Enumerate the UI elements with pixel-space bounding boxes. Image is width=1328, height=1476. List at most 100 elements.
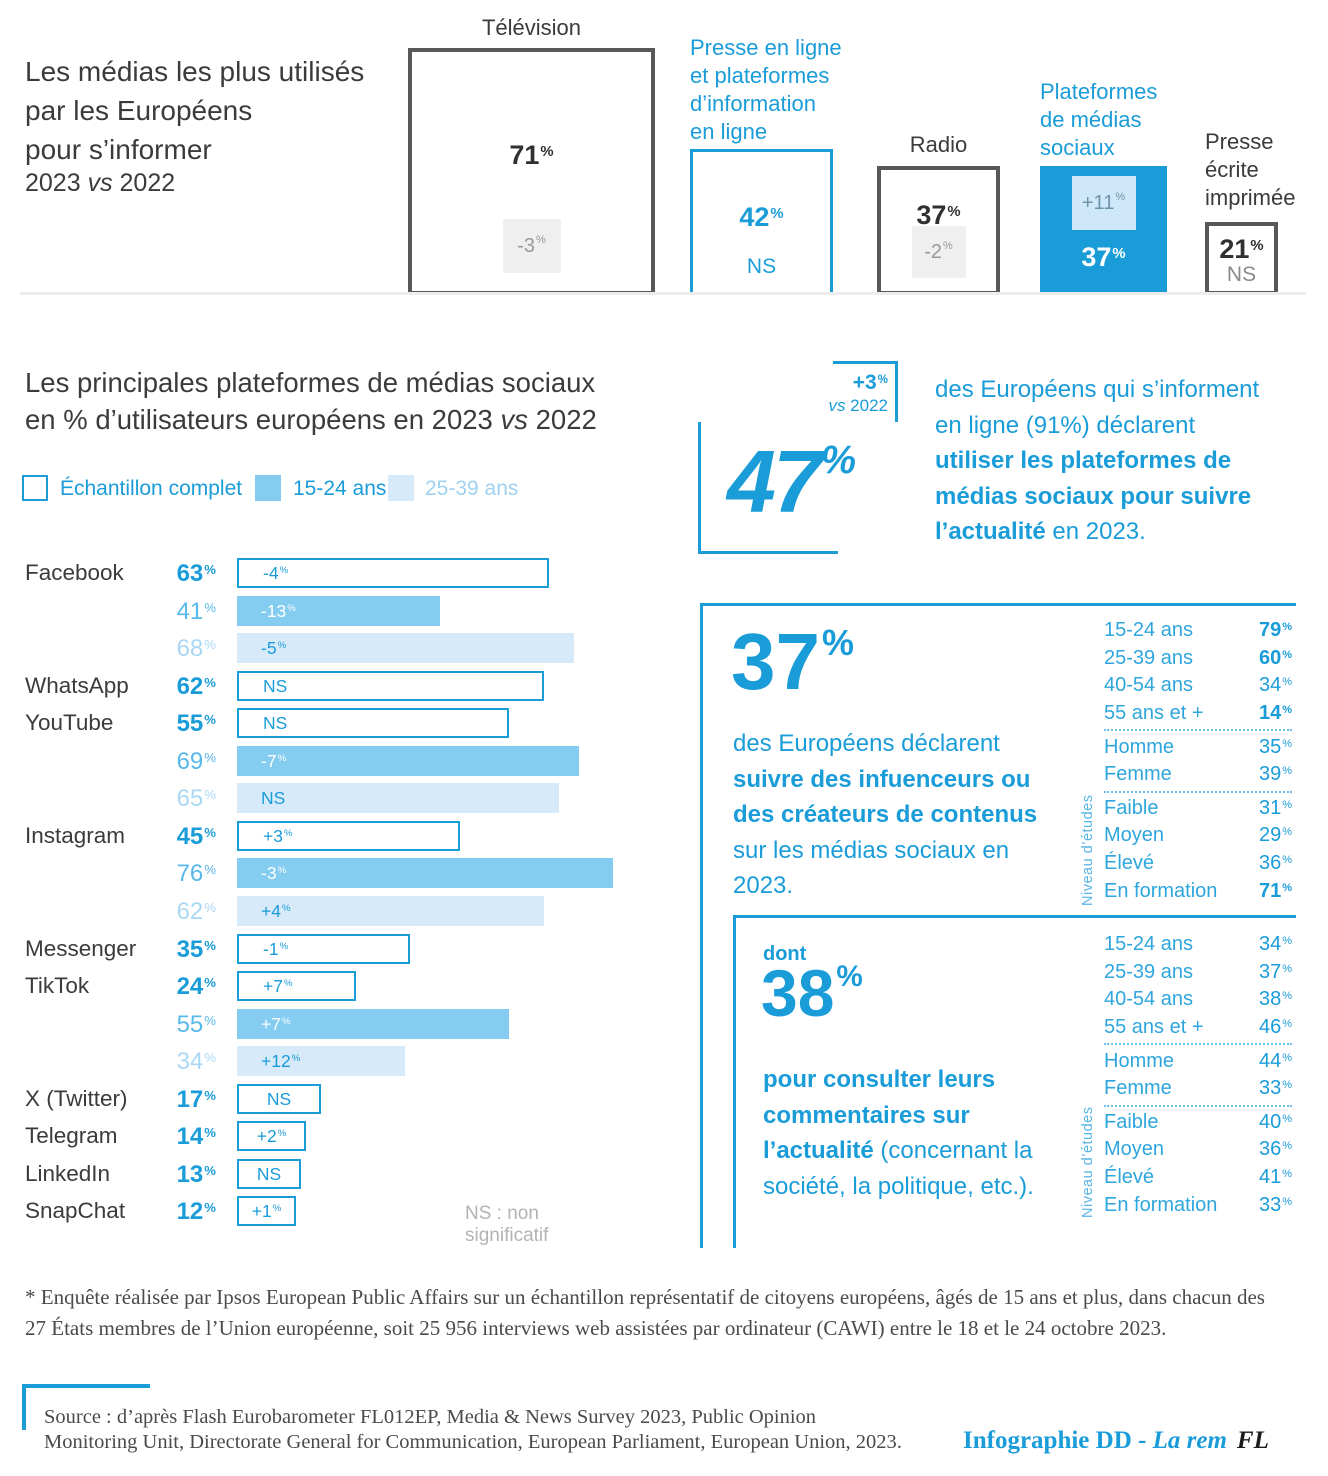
stat-label: 25-39 ans (1104, 960, 1193, 983)
stat-value: 41% (1258, 1166, 1292, 1189)
stat-row: Moyen 29% (1104, 822, 1292, 850)
text-line: 2023. (733, 872, 794, 899)
stat-47-text: des Européens qui s’informent en ligne (9… (935, 372, 1328, 550)
media-bar-radio: 37% -2% (877, 166, 1000, 295)
media-label-line: Presse (1205, 129, 1274, 154)
stat-row: Homme 44% (1104, 1047, 1292, 1075)
legend-label-25-39: 25-39 ans (425, 477, 519, 500)
main-subtitle: 2023 vs 2022 (25, 169, 176, 197)
platform-bar: NS (237, 783, 559, 813)
stat-row: Élevé 41% (1104, 1164, 1292, 1192)
bar-delta: -3% (261, 862, 287, 883)
stat-label: 40-54 ans (1104, 988, 1193, 1011)
platform-label: WhatsApp (25, 673, 129, 698)
main-title-line: pour s’informer (25, 134, 212, 165)
stat-label: Moyen (1104, 824, 1165, 847)
stat-38-prefix: dont (763, 943, 807, 965)
stat-value: 36% (1258, 1138, 1292, 1161)
text-line: l’actualité en 2023. (935, 518, 1146, 545)
platform-bar: -1% (237, 934, 410, 964)
stat-row: En formation 33% (1104, 1191, 1292, 1219)
stat-row: Femme 33% (1104, 1075, 1292, 1103)
media-delta-box: -3% (502, 219, 561, 273)
stat-row: 55 ans et + 14% (1104, 700, 1292, 728)
media-label-line: d’information (690, 91, 816, 116)
stat-label: Moyen (1104, 1138, 1165, 1161)
stats-table-comments: 15-24 ans 34% 25-39 ans 37% 40-54 ans 38% 55 a… (1104, 931, 1292, 1219)
stat-label: Faible (1104, 1110, 1159, 1133)
stat-label: En formation (1104, 879, 1218, 902)
media-label-line: Radio (909, 132, 968, 157)
platform-value: 55% (176, 1011, 216, 1038)
delta-47-caption: vs 2022 (828, 396, 888, 415)
legend-label-full-sample: Échantillon complet (60, 477, 243, 500)
media-label-line: Plateformes (1040, 79, 1158, 104)
platform-label: YouTube (25, 710, 114, 735)
bracket-47-horizontal (698, 551, 838, 554)
stat-38-value: 38% (761, 956, 863, 1030)
stat-label: Faible (1104, 796, 1159, 819)
stat-row: Homme 35% (1104, 733, 1292, 761)
platform-chart-title-line: en % d’utilisateurs européens en 2023 vs… (25, 404, 597, 435)
stat-value: 60% (1258, 646, 1292, 669)
legend-swatch-full-sample (22, 475, 48, 501)
survey-footnote-line: * Enquête réalisée par Ipsos European Pu… (25, 1285, 1265, 1309)
bar-delta: NS (263, 712, 288, 733)
text-line: sur les médias sociaux en (733, 836, 1010, 864)
platform-bar: +3% (237, 821, 460, 851)
media-label-line: sociaux (1040, 135, 1115, 160)
media-label-line: imprimée (1205, 185, 1296, 210)
platform-value: 69% (176, 748, 216, 775)
stat-37-text: des Européens déclarent suivre des infuen… (733, 726, 1073, 904)
stat-value: 71% (1258, 879, 1292, 902)
media-label-online: Presse en ligne et plateformes d’informati… (690, 34, 842, 146)
media-label-line: Presse en ligne (690, 35, 842, 60)
delta-47: +3% (852, 371, 888, 394)
stat-value: 46% (1258, 1016, 1292, 1039)
stat-row: Faible 40% (1104, 1109, 1292, 1137)
platform-bar: +7% (237, 971, 356, 1001)
media-delta-box: -2% (911, 226, 966, 278)
stat-label: 55 ans et + (1104, 702, 1204, 725)
credit-infographie: Infographie DD - (963, 1427, 1153, 1454)
media-bar-print: 21% NS (1205, 222, 1278, 295)
platform-label: Telegram (25, 1123, 118, 1148)
platform-label: TikTok (25, 973, 90, 998)
main-title-line: par les Européens (25, 95, 253, 126)
legend-swatch-15-24 (255, 475, 281, 501)
stat-separator (1104, 790, 1292, 793)
legend-swatch-25-39 (388, 475, 414, 501)
source-text: Source : d’après Flash Eurobarometer FL0… (44, 1405, 944, 1455)
media-label-line: de médias (1040, 107, 1142, 132)
text-line: suivre des infuenceurs ou (733, 765, 1031, 793)
text-line: des Européens qui s’informent (935, 376, 1260, 403)
stat-separator (1104, 1043, 1292, 1046)
bar-delta: +3% (263, 825, 293, 846)
stat-row: Élevé 36% (1104, 850, 1292, 878)
bracket-plus3-vertical (895, 361, 898, 422)
stat-value: 34% (1258, 933, 1292, 956)
platform-bar: NS (237, 1084, 321, 1114)
platform-label: Facebook (25, 560, 124, 585)
stat-value: 14% (1258, 702, 1292, 725)
stat-value: 40% (1258, 1110, 1292, 1133)
platform-value: 65% (176, 785, 216, 812)
platform-bar: +2% (237, 1121, 306, 1151)
bracket-47-vertical (698, 422, 701, 553)
platform-value: 24% (176, 973, 216, 1000)
stat-label: Élevé (1104, 1166, 1155, 1189)
bar-delta: NS (256, 1163, 282, 1184)
platform-bar: NS (237, 671, 544, 701)
platform-value: 14% (176, 1123, 216, 1150)
stat-row: Moyen 36% (1104, 1136, 1292, 1164)
stat-value: 38% (1258, 988, 1292, 1011)
bar-delta: -13% (261, 600, 296, 621)
platform-bar: +4% (237, 896, 544, 926)
platform-value: 17% (176, 1086, 216, 1113)
platform-label: X (Twitter) (25, 1086, 128, 1111)
stat-row: 25-39 ans 37% (1104, 959, 1292, 987)
media-bar-tv: 71% -3% (408, 48, 655, 295)
stat-label: Femme (1104, 1077, 1172, 1100)
platform-bar: -3% (237, 858, 613, 888)
stat-label: 25-39 ans (1104, 646, 1193, 669)
